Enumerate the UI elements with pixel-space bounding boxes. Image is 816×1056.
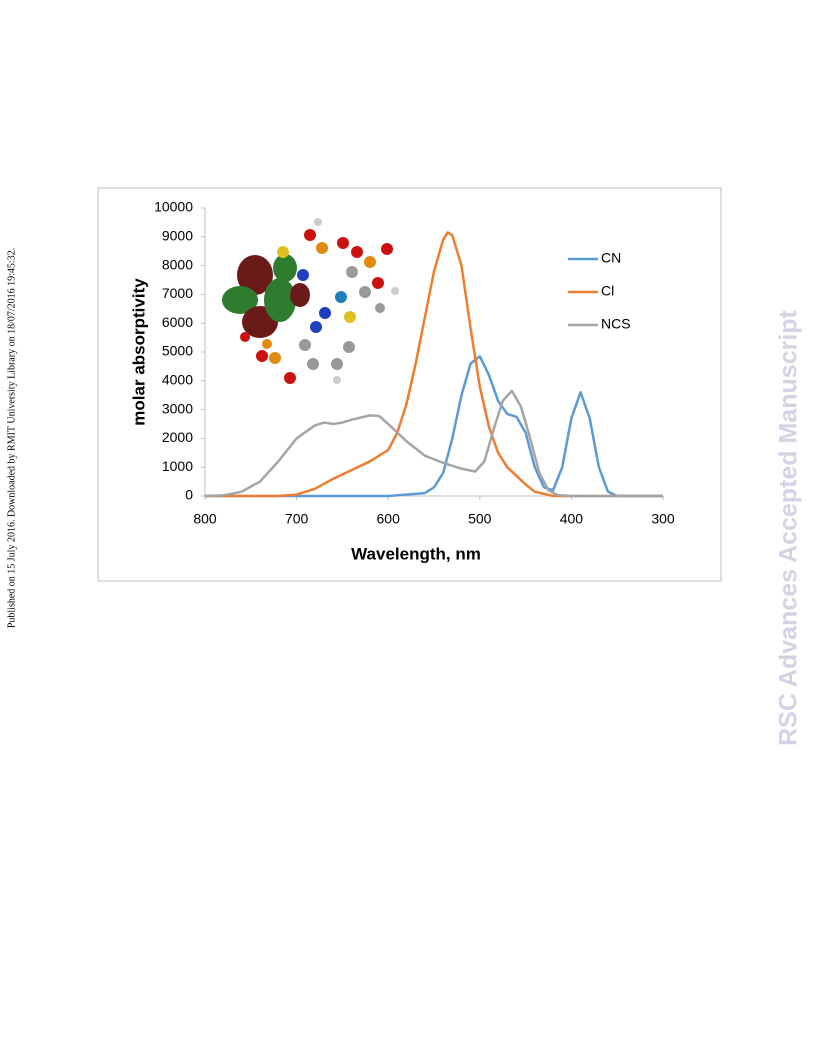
y-tick-label: 2000: [162, 429, 193, 445]
y-tick-label: 0: [185, 487, 193, 503]
molecule-inset: [222, 218, 399, 384]
x-axis-label: Wavelength, nm: [351, 544, 481, 563]
series-line: [205, 355, 663, 498]
y-tick-label: 1000: [162, 458, 193, 474]
x-tick-label: 800: [193, 511, 217, 527]
x-tick-label: 700: [285, 511, 309, 527]
series-line: [205, 231, 663, 498]
y-axis-label: molar absorptivity: [129, 278, 148, 426]
y-tick-label: 8000: [162, 256, 193, 272]
legend-label: Cl: [601, 283, 614, 299]
y-tick-label: 5000: [162, 343, 193, 359]
sidebar: Published on 15 July 2016. Downloaded by…: [6, 248, 17, 628]
x-tick-label: 400: [560, 511, 584, 527]
x-tick-label: 600: [377, 511, 401, 527]
legend-label: NCS: [601, 316, 631, 332]
x-tick-label: 300: [651, 511, 675, 527]
y-tick-label: 9000: [162, 228, 193, 244]
y-tick-label: 6000: [162, 314, 193, 330]
x-tick-label: 500: [468, 511, 492, 527]
y-tick-label: 3000: [162, 400, 193, 416]
y-tick-label: 4000: [162, 372, 193, 388]
y-tick-label: 10000: [154, 199, 193, 215]
legend-label: CN: [601, 250, 621, 266]
y-tick-label: 7000: [162, 285, 193, 301]
series-line: [204, 389, 663, 498]
watermark: RSC Advances Accepted Manuscript: [775, 309, 803, 745]
chart-frame: [97, 187, 722, 582]
